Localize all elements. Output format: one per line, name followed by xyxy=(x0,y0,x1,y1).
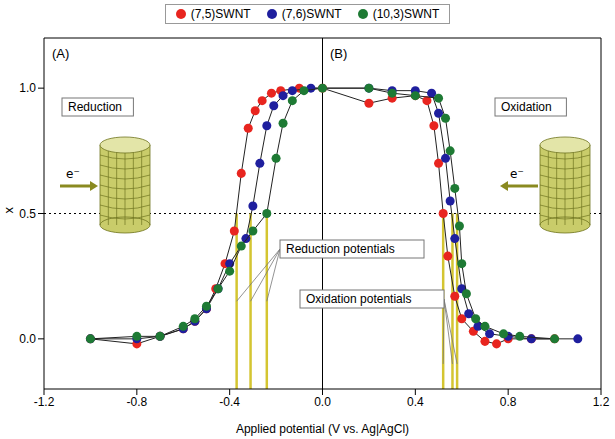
svg-text:Reduction: Reduction xyxy=(68,100,122,114)
svg-text:Reduction potentials: Reduction potentials xyxy=(286,242,395,256)
svg-text:0.0: 0.0 xyxy=(19,332,36,346)
svg-text:1.0: 1.0 xyxy=(19,81,36,95)
svg-text:-0.8: -0.8 xyxy=(126,395,147,409)
html-text:(7,6)SWNT: (7,6)SWNT xyxy=(281,7,342,21)
html-text:(7,5)SWNT: (7,5)SWNT xyxy=(190,7,251,21)
svg-text:0.8: 0.8 xyxy=(500,395,517,409)
svg-text:x: x xyxy=(1,207,16,214)
svg-text:0.0: 0.0 xyxy=(314,395,331,409)
svg-text:(A): (A) xyxy=(52,46,69,61)
svg-text:Applied potential (V vs. Ag|Ag: Applied potential (V vs. Ag|AgCl) xyxy=(236,422,409,436)
svg-text:-1.2: -1.2 xyxy=(34,395,55,409)
svg-text:0.4: 0.4 xyxy=(407,395,424,409)
svg-text:Oxidation: Oxidation xyxy=(501,100,552,114)
svg-text:Oxidation potentials: Oxidation potentials xyxy=(306,292,411,306)
html-text:(10,3)SWNT: (10,3)SWNT xyxy=(372,7,440,21)
svg-text:e⁻: e⁻ xyxy=(66,167,80,181)
svg-text:1.2: 1.2 xyxy=(593,395,610,409)
svg-text:0.5: 0.5 xyxy=(19,207,36,221)
svg-text:-0.4: -0.4 xyxy=(219,395,240,409)
svg-text:(B): (B) xyxy=(330,46,347,61)
svg-text:e⁻: e⁻ xyxy=(510,167,524,181)
